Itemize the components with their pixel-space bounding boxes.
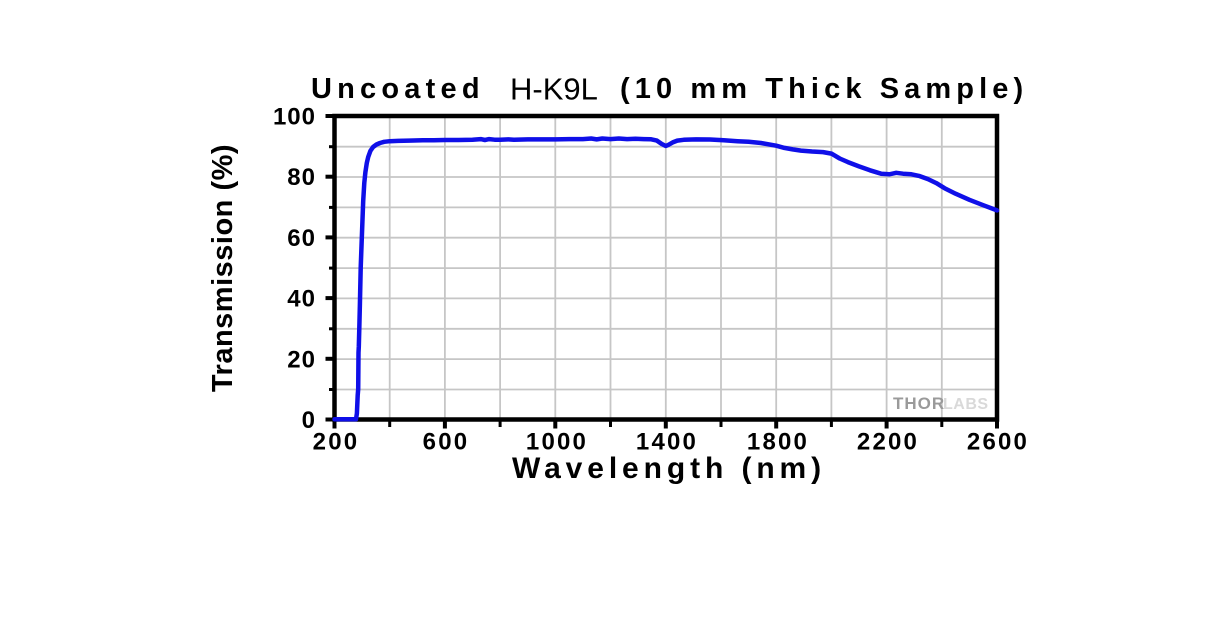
svg-text:Uncoated: Uncoated xyxy=(311,73,485,105)
svg-text:2600: 2600 xyxy=(967,429,1029,456)
svg-text:40: 40 xyxy=(287,286,316,313)
svg-text:1800: 1800 xyxy=(747,429,809,456)
svg-text:Transmission (%): Transmission (%) xyxy=(207,144,239,392)
svg-text:600: 600 xyxy=(423,429,470,456)
svg-text:THOR: THOR xyxy=(893,394,945,413)
svg-text:2200: 2200 xyxy=(857,429,919,456)
svg-text:Wavelength (nm): Wavelength (nm) xyxy=(512,452,826,485)
svg-text:1000: 1000 xyxy=(526,429,588,456)
svg-text:100: 100 xyxy=(273,104,316,131)
svg-text:1400: 1400 xyxy=(636,429,698,456)
svg-text:80: 80 xyxy=(287,164,316,191)
svg-text:(10 mm Thick Sample): (10 mm Thick Sample) xyxy=(620,73,1028,105)
svg-text:200: 200 xyxy=(313,429,360,456)
svg-text:20: 20 xyxy=(287,346,316,373)
svg-text:60: 60 xyxy=(287,225,316,252)
svg-text:H-K9L: H-K9L xyxy=(510,72,598,107)
svg-text:LABS: LABS xyxy=(943,396,989,413)
svg-text:0: 0 xyxy=(302,407,316,434)
